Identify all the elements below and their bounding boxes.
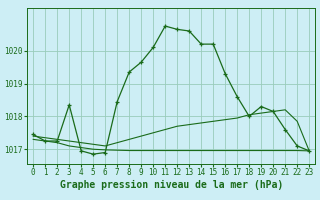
X-axis label: Graphe pression niveau de la mer (hPa): Graphe pression niveau de la mer (hPa)	[60, 180, 283, 190]
